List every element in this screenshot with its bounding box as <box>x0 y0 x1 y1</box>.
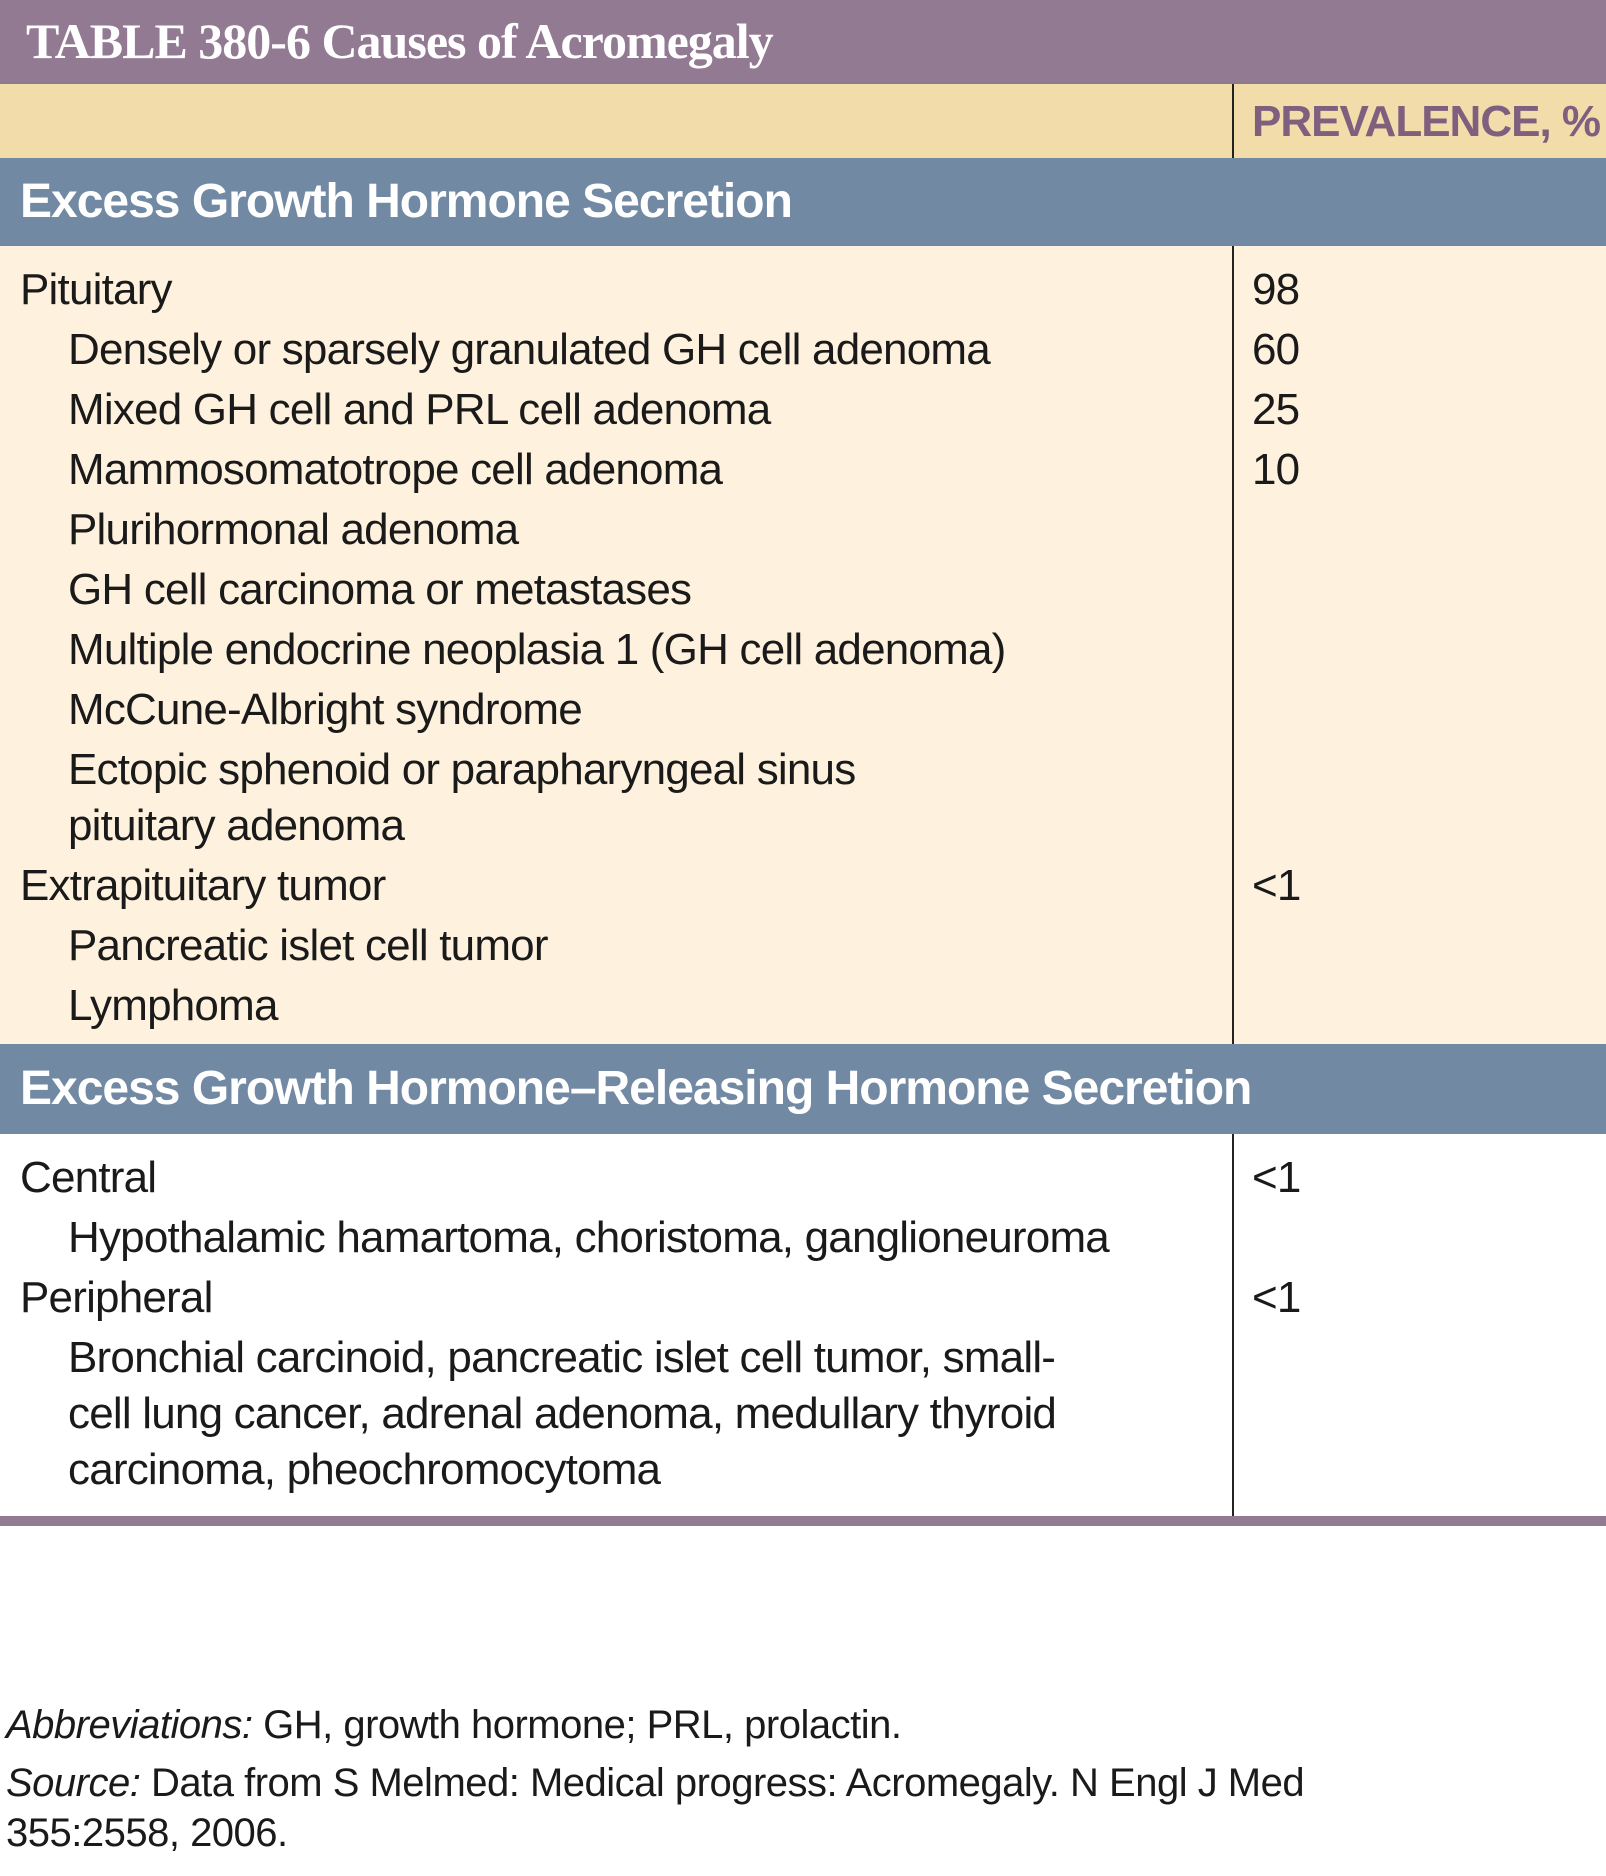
section-heading-ghrh: Excess Growth Hormone–Releasing Hormone … <box>0 1044 1606 1134</box>
cause-label: Bronchial carcinoid, pancreatic islet ce… <box>68 1333 1057 1494</box>
cause-label: Plurihormonal adenoma <box>68 505 519 554</box>
cause-label: Lymphoma <box>68 981 278 1030</box>
cause-label: Central <box>20 1153 157 1202</box>
source-note: Source: Data from S Melmed: Medical prog… <box>6 1758 1606 1858</box>
table-row: Mammosomatotrope cell adenoma 10 <box>0 442 1606 502</box>
column-header-row: PREVALENCE, % <box>0 82 1606 158</box>
column-header-cause <box>0 84 1232 158</box>
prevalence-value <box>1232 682 1606 742</box>
cause-label: Extrapituitary tumor <box>20 861 386 910</box>
prevalence-value: 10 <box>1232 442 1606 502</box>
table-row: Ectopic sphenoid or parapharyngeal sinus… <box>0 742 1606 858</box>
prevalence-value <box>1232 918 1606 978</box>
table-row: Densely or sparsely granulated GH cell a… <box>0 318 1606 382</box>
table-row: Pancreatic islet cell tumor <box>0 918 1606 978</box>
table-row: Lymphoma <box>0 978 1606 1044</box>
table-row: GH cell carcinoma or metastases <box>0 562 1606 622</box>
prevalence-value: <1 <box>1232 858 1606 918</box>
table-row: Central <1 <box>0 1150 1606 1210</box>
abbreviations-text: GH, growth hormone; PRL, prolactin. <box>252 1703 902 1747</box>
table-row: Bronchial carcinoid, pancreatic islet ce… <box>0 1330 1606 1516</box>
prevalence-value: <1 <box>1232 1270 1606 1330</box>
table-row: Hypothalamic hamartoma, choristoma, gang… <box>0 1210 1606 1270</box>
prevalence-value: 60 <box>1232 318 1606 382</box>
column-header-prevalence: PREVALENCE, % <box>1232 84 1606 158</box>
cause-label: GH cell carcinoma or metastases <box>68 565 692 614</box>
footnotes: Abbreviations: GH, growth hormone; PRL, … <box>0 1700 1606 1866</box>
table-row: Multiple endocrine neoplasia 1 (GH cell … <box>0 622 1606 682</box>
cause-label: McCune-Albright syndrome <box>68 685 583 734</box>
prevalence-value <box>1232 622 1606 682</box>
prevalence-value <box>1232 1330 1606 1516</box>
abbreviations-note: Abbreviations: GH, growth hormone; PRL, … <box>6 1700 1606 1750</box>
source-text: Data from S Melmed: Medical progress: Ac… <box>6 1761 1305 1855</box>
cause-label: Ectopic sphenoid or parapharyngeal sinus… <box>68 745 856 850</box>
table-row: Peripheral <1 <box>0 1270 1606 1330</box>
prevalence-value <box>1232 978 1606 1044</box>
table-row: Mixed GH cell and PRL cell adenoma 25 <box>0 382 1606 442</box>
table-title: TABLE 380-6 Causes of Acromegaly <box>0 0 1606 82</box>
abbreviations-label: Abbreviations: <box>6 1703 253 1747</box>
cause-label: Mixed GH cell and PRL cell adenoma <box>68 385 771 434</box>
table-row: Extrapituitary tumor <1 <box>0 858 1606 918</box>
source-label: Source: <box>6 1761 141 1805</box>
cause-label: Pancreatic islet cell tumor <box>68 921 549 970</box>
cause-label: Densely or sparsely granulated GH cell a… <box>68 325 991 374</box>
section-body-gh: Pituitary 98 Densely or sparsely granula… <box>0 246 1606 1044</box>
prevalence-value <box>1232 502 1606 562</box>
section-heading-gh: Excess Growth Hormone Secretion <box>0 158 1606 246</box>
cause-label: Hypothalamic hamartoma, choristoma, gang… <box>68 1213 1110 1262</box>
prevalence-value: 98 <box>1232 262 1606 318</box>
prevalence-value: <1 <box>1232 1150 1606 1210</box>
cause-label: Multiple endocrine neoplasia 1 (GH cell … <box>68 625 1006 674</box>
prevalence-value <box>1232 562 1606 622</box>
cause-label: Peripheral <box>20 1273 213 1322</box>
prevalence-value: 25 <box>1232 382 1606 442</box>
cause-label: Mammosomatotrope cell adenoma <box>68 445 723 494</box>
cause-label: Pituitary <box>20 265 173 314</box>
table-row: McCune-Albright syndrome <box>0 682 1606 742</box>
prevalence-value <box>1232 742 1606 858</box>
prevalence-value <box>1232 1210 1606 1270</box>
acromegaly-table: TABLE 380-6 Causes of Acromegaly PREVALE… <box>0 0 1606 1526</box>
table-bottom-rule <box>0 1516 1606 1526</box>
table-row: Plurihormonal adenoma <box>0 502 1606 562</box>
table-row: Pituitary 98 <box>0 262 1606 318</box>
section-body-ghrh: Central <1 Hypothalamic hamartoma, chori… <box>0 1134 1606 1516</box>
